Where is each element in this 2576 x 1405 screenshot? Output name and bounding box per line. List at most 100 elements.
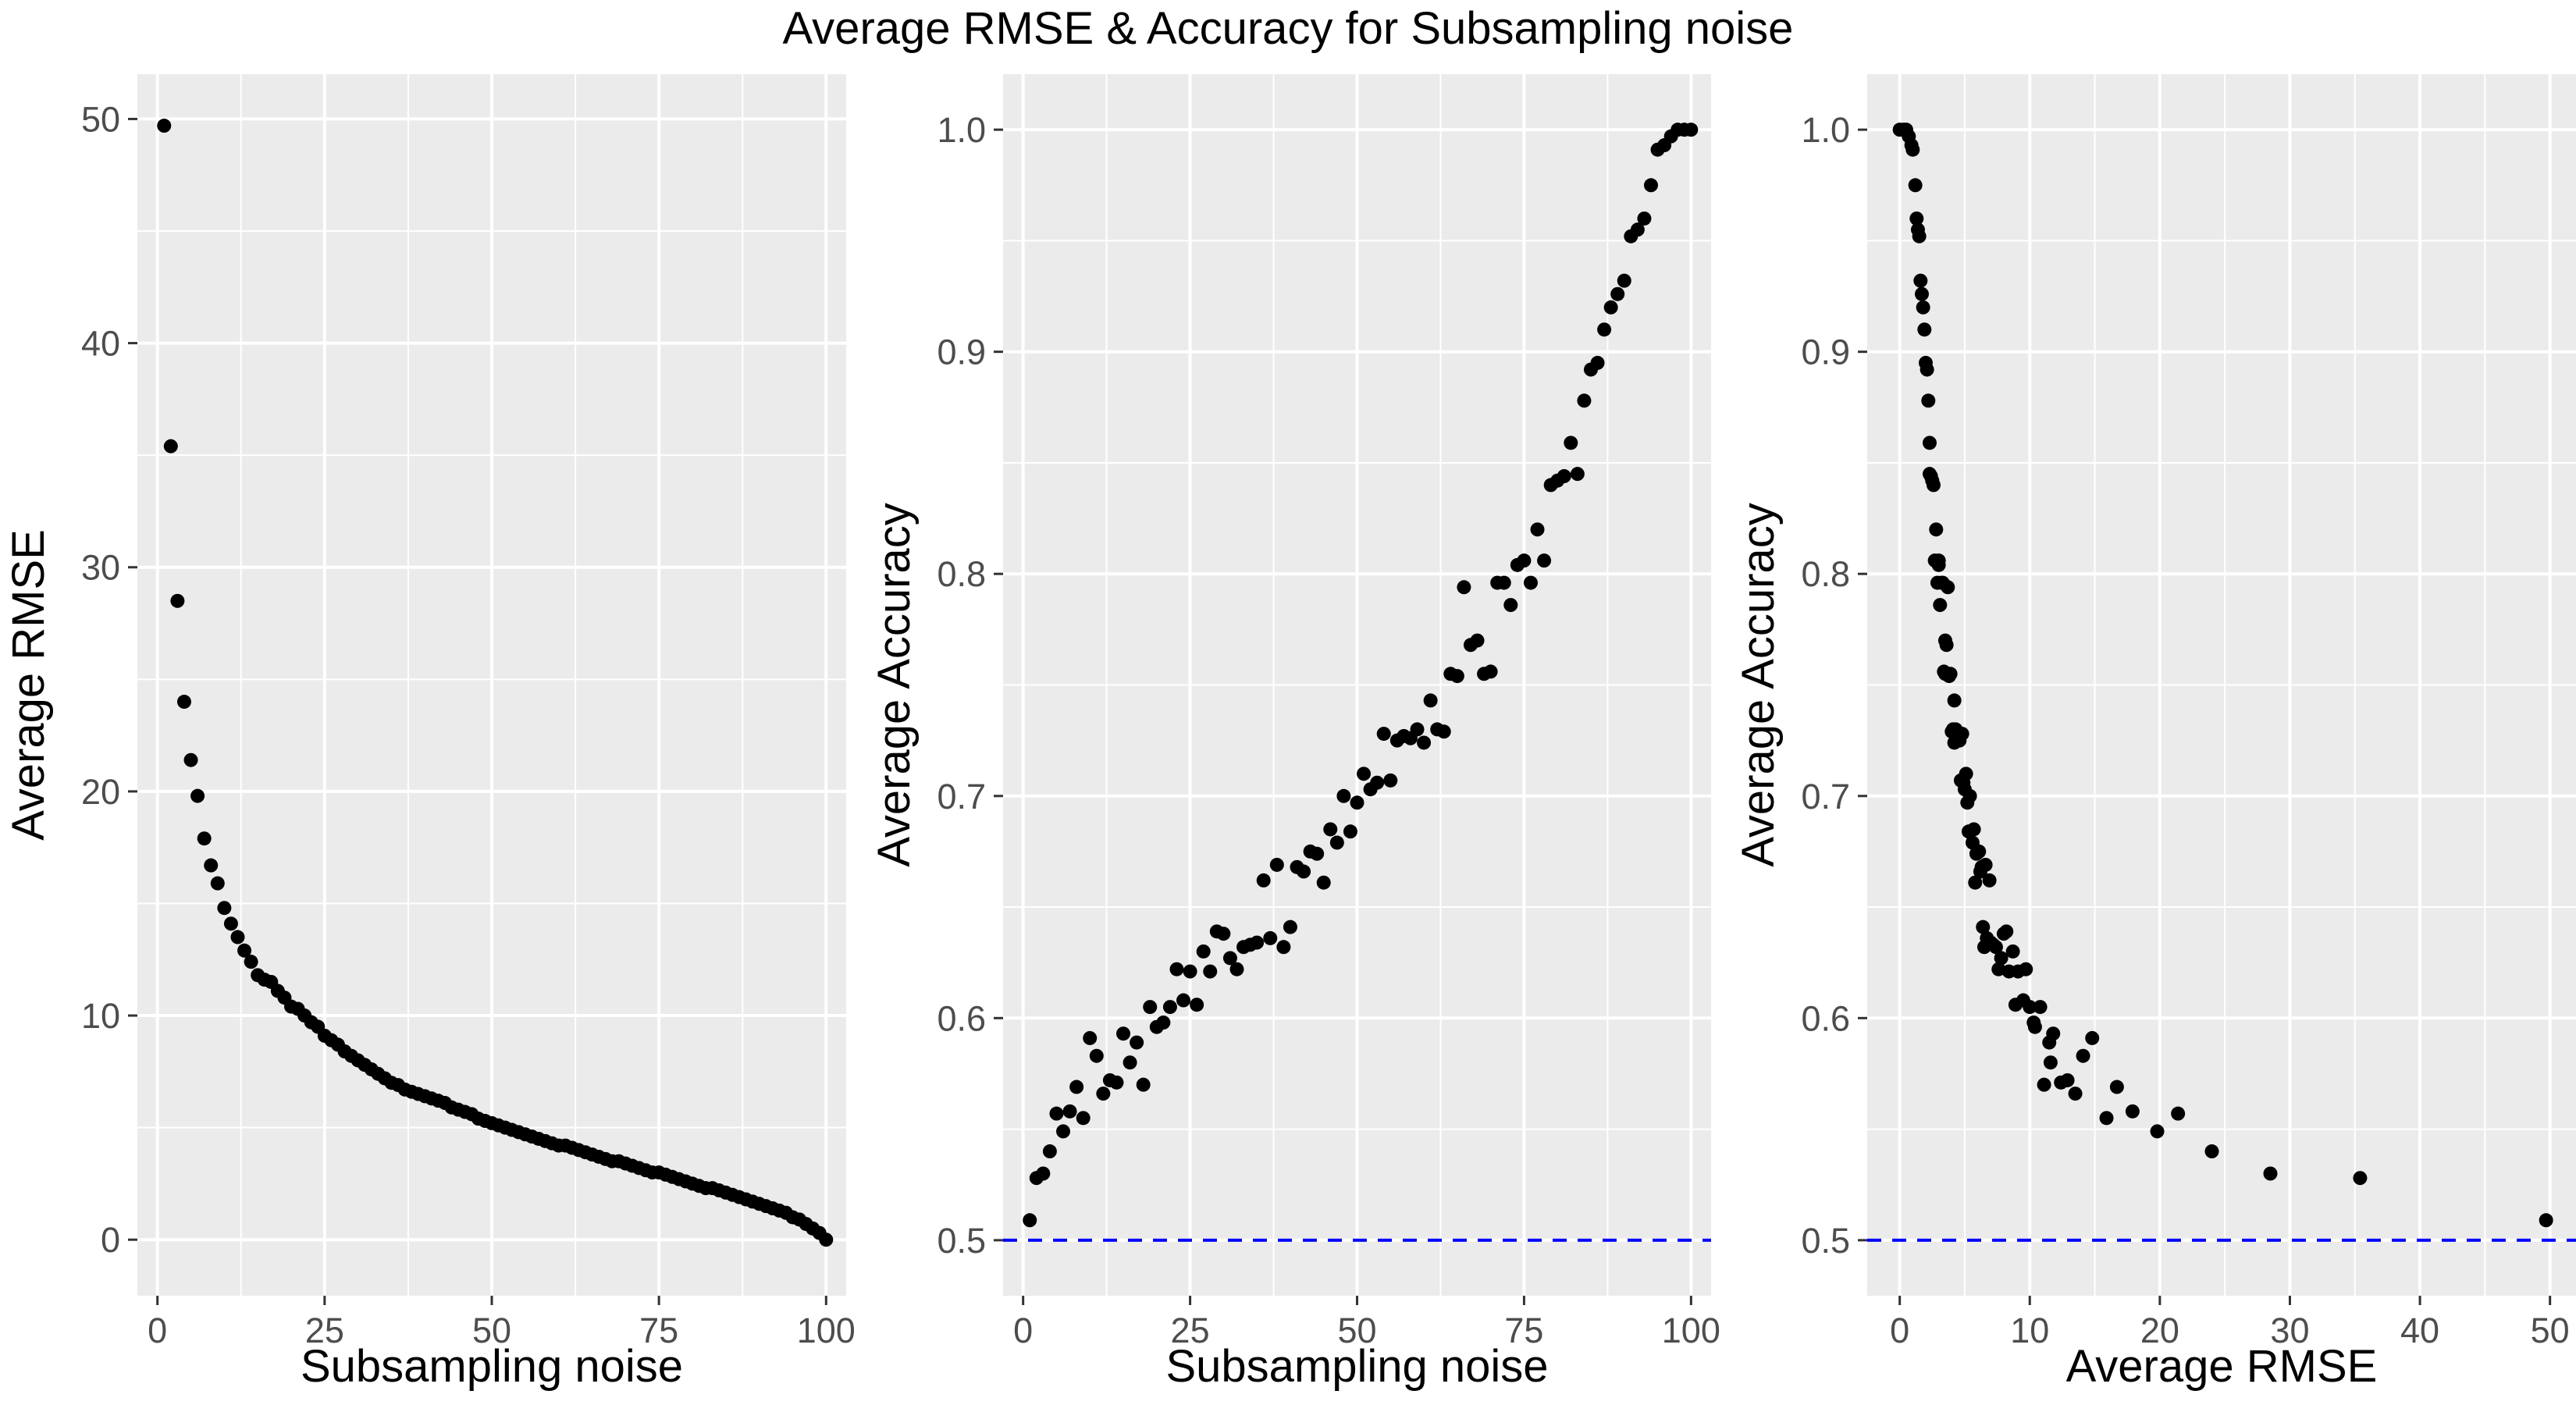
data-point	[1036, 1166, 1051, 1181]
data-point	[1336, 788, 1351, 803]
data-point	[1976, 919, 1991, 934]
data-point	[1156, 1016, 1171, 1030]
data-point	[1917, 322, 1932, 337]
data-point	[1357, 767, 1372, 781]
x-tick-label: 100	[1662, 1311, 1720, 1350]
data-point	[1383, 773, 1398, 788]
data-point	[1470, 633, 1485, 648]
data-point	[1630, 222, 1645, 237]
data-point	[1297, 864, 1311, 879]
chart-panel-2: 0 25 50 75 100 0.5 0.6 0.7 0.8 0.9 1.0 Subsampling …	[869, 74, 1720, 1392]
data-point	[2150, 1124, 2165, 1139]
y-tick-label: 0	[101, 1220, 120, 1260]
data-point	[2263, 1166, 2278, 1181]
data-point	[1410, 722, 1425, 737]
x-tick-label: 75	[639, 1311, 678, 1350]
y-tick-label: 1.0	[1801, 110, 1850, 150]
data-point	[1969, 846, 1984, 861]
data-point	[1143, 1000, 1158, 1015]
y-tick-label: 0.9	[1801, 333, 1850, 372]
data-point	[1892, 123, 1907, 137]
data-point	[1973, 864, 1987, 879]
y-tick-label: 0.7	[1801, 777, 1850, 816]
x-tick-label: 0	[148, 1311, 167, 1350]
x-tick-label: 25	[305, 1311, 344, 1350]
figure-title: Average RMSE & Accuracy for Subsampling …	[783, 3, 1794, 54]
data-point	[1930, 575, 1944, 590]
data-point	[1250, 935, 1265, 950]
x-tick-label: 10	[2010, 1311, 2049, 1350]
data-point	[2171, 1106, 2186, 1121]
data-point	[1910, 222, 1925, 237]
data-point	[2125, 1104, 2140, 1119]
data-point	[819, 1232, 834, 1247]
data-point	[1537, 553, 1552, 568]
data-point	[244, 955, 258, 969]
chart-panel-3: 0 10 20 30 40 50 0.5 0.6 0.7 0.8 0.9 1.0 Average RMS…	[1733, 74, 2576, 1392]
y-tick-label: 40	[81, 324, 120, 364]
data-point	[1376, 727, 1391, 742]
data-point	[1590, 355, 1605, 370]
data-point	[1570, 467, 1585, 482]
data-point	[1042, 1144, 1057, 1159]
data-point	[1203, 964, 1218, 979]
data-point	[1343, 824, 1357, 839]
data-point	[1436, 724, 1451, 739]
data-point	[1323, 822, 1338, 837]
data-point	[1530, 522, 1545, 537]
data-point	[1921, 393, 1936, 408]
data-point	[1617, 273, 1631, 288]
data-point	[2204, 1144, 2219, 1159]
data-point	[1417, 735, 1432, 750]
data-point	[1450, 669, 1464, 684]
x-tick-label: 30	[2270, 1311, 2309, 1350]
data-point	[1056, 1124, 1071, 1139]
data-point	[1176, 993, 1191, 1008]
data-point	[2539, 1213, 2553, 1228]
x-tick-label: 0	[1013, 1311, 1033, 1350]
data-point	[1023, 1213, 1037, 1228]
data-point	[1222, 951, 1237, 966]
data-point	[2043, 1055, 2058, 1070]
data-point	[1162, 1000, 1177, 1015]
data-point	[1947, 735, 1962, 750]
data-point	[1982, 873, 1997, 887]
data-point	[190, 788, 205, 803]
data-point	[1076, 1111, 1091, 1126]
y-tick-label: 0.5	[1801, 1221, 1850, 1261]
data-point	[2042, 1035, 2057, 1050]
data-point	[157, 119, 172, 133]
data-point	[2353, 1171, 2368, 1186]
y-tick-label: 10	[81, 996, 120, 1036]
data-point	[2099, 1111, 2114, 1126]
data-point	[2026, 1016, 2041, 1030]
x-tick-label: 25	[1171, 1311, 1210, 1350]
data-point	[2085, 1030, 2100, 1045]
data-point	[1908, 178, 1923, 193]
data-point	[1913, 273, 1928, 288]
data-point	[1965, 835, 1980, 850]
data-point	[1216, 927, 1231, 941]
data-point	[1922, 467, 1937, 482]
y-tick-label: 0.6	[1801, 998, 1850, 1038]
y-tick-label: 0.5	[937, 1221, 986, 1261]
data-point	[1991, 962, 2006, 976]
data-point	[1643, 178, 1658, 193]
data-point	[1190, 998, 1204, 1012]
data-point	[1049, 1106, 1064, 1121]
data-point	[2005, 944, 2020, 959]
data-point	[1316, 875, 1331, 890]
x-tick-label: 50	[472, 1311, 511, 1350]
data-point	[1961, 824, 1976, 839]
data-point	[1196, 944, 1211, 959]
data-point	[1310, 846, 1325, 861]
x-axis-title: Subsampling noise	[1165, 1341, 1548, 1392]
data-point	[1523, 575, 1538, 590]
data-point	[1996, 927, 2011, 941]
data-point	[1423, 693, 1438, 708]
data-point	[1263, 930, 1278, 945]
x-axis-title: Subsampling noise	[301, 1341, 683, 1392]
data-point	[1610, 286, 1625, 301]
y-tick-label: 50	[81, 99, 120, 139]
data-point	[1109, 1075, 1124, 1090]
